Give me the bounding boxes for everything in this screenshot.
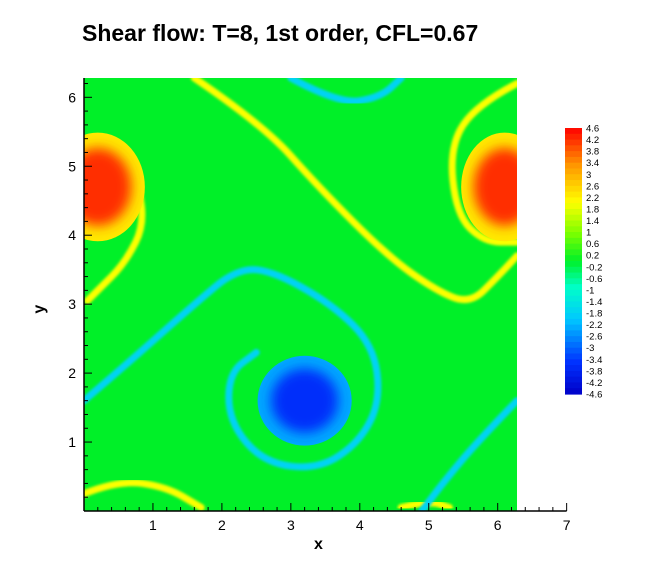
colorbar-segment bbox=[565, 324, 582, 331]
colorbar-label: 3 bbox=[586, 170, 591, 181]
colorbar-segment bbox=[565, 353, 582, 360]
colorbar-label: 2.2 bbox=[586, 193, 599, 204]
colorbar-segment bbox=[565, 272, 582, 279]
x-tick-label: 2 bbox=[218, 517, 226, 533]
x-tick-label: 4 bbox=[356, 517, 364, 533]
colorbar-segment bbox=[565, 214, 582, 222]
axes: 1 2 3 4 5 6 7 1 2 3 4 5 6 bbox=[68, 78, 571, 533]
colorbar-segment bbox=[565, 376, 582, 384]
vortex-core-negative bbox=[271, 368, 339, 433]
colorbar-segment bbox=[565, 151, 582, 158]
colorbar-segment bbox=[565, 162, 582, 170]
colorbar-segment bbox=[565, 295, 582, 303]
colorbar-label: 1.4 bbox=[586, 216, 599, 227]
colorbar-segment bbox=[565, 365, 582, 372]
vortex-core-positive bbox=[473, 148, 517, 226]
filament-negative-5 bbox=[84, 266, 382, 471]
colorbar-segment bbox=[565, 347, 582, 355]
colorbar-segment bbox=[565, 289, 582, 297]
y-tick-label: 3 bbox=[68, 296, 76, 312]
colorbar-segment bbox=[565, 237, 582, 245]
colorbar-segment bbox=[565, 145, 582, 152]
heatmap-field bbox=[84, 78, 517, 511]
x-axis-label: x bbox=[314, 536, 323, 553]
colorbar-segment bbox=[565, 232, 582, 239]
colorbar-label: 4.6 bbox=[586, 124, 599, 135]
colorbar-label: 2.6 bbox=[586, 181, 599, 192]
colorbar-segment bbox=[565, 382, 582, 389]
y-tick-label: 5 bbox=[68, 158, 76, 174]
colorbar-label: 0.2 bbox=[586, 251, 599, 262]
colorbar-segment bbox=[565, 284, 582, 291]
colorbar-segment bbox=[565, 330, 582, 337]
colorbar-label: -1 bbox=[586, 285, 594, 296]
y-tick-label: 1 bbox=[68, 434, 76, 450]
colorbar-segment bbox=[565, 307, 582, 314]
colorbar-segment bbox=[565, 220, 582, 227]
colorbar-segment bbox=[565, 226, 582, 233]
colorbar-segment bbox=[565, 191, 582, 198]
colorbar-segment bbox=[565, 128, 582, 135]
colorbar-label: -0.2 bbox=[586, 262, 602, 273]
colorbar-segment bbox=[565, 266, 582, 274]
colorbar-segment bbox=[565, 261, 582, 268]
colorbar-segment bbox=[565, 370, 582, 378]
vortex-core-positive bbox=[84, 148, 132, 226]
colorbar-label: -4.6 bbox=[586, 390, 602, 401]
filament-positive-3 bbox=[84, 479, 205, 511]
colorbar-segment bbox=[565, 301, 582, 308]
chart-title: Shear flow: T=8, 1st order, CFL=0.67 bbox=[82, 20, 479, 46]
filament-negative-7 bbox=[418, 397, 517, 511]
colorbar-label: -2.6 bbox=[586, 332, 602, 343]
colorbar-segment bbox=[565, 255, 582, 262]
colorbar-segment bbox=[565, 318, 582, 326]
x-tick-label: 1 bbox=[149, 517, 157, 533]
colorbar-segment bbox=[565, 341, 582, 349]
colorbar-segment bbox=[565, 168, 582, 175]
x-tick-label: 7 bbox=[563, 517, 571, 533]
filament-positive-2 bbox=[448, 80, 517, 246]
colorbar-label: -1.4 bbox=[586, 297, 602, 308]
colorbar-label: 1 bbox=[586, 228, 591, 239]
colorbar-label: -1.8 bbox=[586, 309, 602, 320]
colorbar-label: -0.6 bbox=[586, 274, 602, 285]
colorbar-segment bbox=[565, 336, 582, 343]
y-tick-label: 2 bbox=[68, 365, 76, 381]
colorbar-segment bbox=[565, 278, 582, 285]
colorbar-segment bbox=[565, 180, 582, 187]
colorbar-label: 0.6 bbox=[586, 239, 599, 250]
colorbar-segment bbox=[565, 156, 582, 164]
colorbar-label: -2.2 bbox=[586, 320, 602, 331]
colorbar-label: -3 bbox=[586, 343, 594, 354]
colorbar-label: 3.4 bbox=[586, 158, 599, 169]
colorbar-segment bbox=[565, 359, 582, 366]
x-tick-label: 6 bbox=[494, 517, 502, 533]
colorbar-segment bbox=[565, 388, 582, 395]
filament-positive-1 bbox=[190, 78, 517, 304]
y-tick-label: 4 bbox=[68, 227, 76, 243]
x-tick-label: 5 bbox=[425, 517, 433, 533]
colorbar-segment bbox=[565, 174, 582, 181]
colorbar-segment bbox=[565, 185, 582, 193]
x-tick-label: 3 bbox=[287, 517, 295, 533]
colorbar-label: 3.8 bbox=[586, 147, 599, 158]
colorbar: 4.64.23.83.432.62.21.81.410.60.2-0.2-0.6… bbox=[565, 124, 602, 401]
y-tick-label: 6 bbox=[68, 89, 76, 105]
colorbar-segment bbox=[565, 249, 582, 256]
colorbar-segment bbox=[565, 133, 582, 141]
colorbar-label: -3.4 bbox=[586, 355, 602, 366]
colorbar-label: -3.8 bbox=[586, 366, 602, 377]
y-axis-label: y bbox=[31, 305, 48, 314]
colorbar-label: 4.2 bbox=[586, 135, 599, 146]
colorbar-segment bbox=[565, 139, 582, 146]
colorbar-segment bbox=[565, 208, 582, 216]
colorbar-segment bbox=[565, 203, 582, 210]
filament-negative-6 bbox=[287, 78, 405, 105]
colorbar-label: 1.8 bbox=[586, 204, 599, 215]
colorbar-segment bbox=[565, 243, 582, 251]
colorbar-segment bbox=[565, 197, 582, 204]
colorbar-label: -4.2 bbox=[586, 378, 602, 389]
colorbar-segment bbox=[565, 313, 582, 320]
